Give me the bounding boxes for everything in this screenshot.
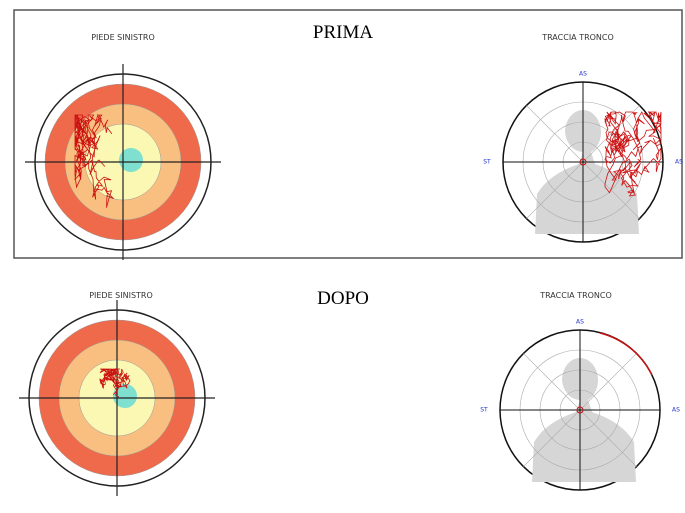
- axis-label: AS: [672, 407, 680, 414]
- axis-label: AS: [579, 71, 587, 78]
- sway-trace: [99, 368, 131, 398]
- chart-title: PIEDE SINISTRO: [91, 33, 155, 42]
- origin: [579, 158, 587, 166]
- trunk-trace: [604, 110, 662, 197]
- chart-title: TRACCIA TRONCO: [539, 291, 612, 300]
- body-silhouette: [532, 357, 636, 482]
- center-zone: [119, 148, 143, 172]
- sway-trace: [74, 113, 114, 208]
- center-zone: [113, 384, 137, 408]
- trunk-trace: [599, 332, 653, 376]
- axis-label: AS: [576, 319, 584, 326]
- origin: [576, 406, 584, 414]
- body-silhouette: [535, 110, 639, 234]
- top-frame: [13, 9, 683, 259]
- chart-title: TRACCIA TRONCO: [541, 33, 614, 42]
- section-label: DOPO: [317, 288, 369, 309]
- section-label: PRIMA: [313, 22, 373, 43]
- axis-label: ST: [480, 407, 488, 414]
- chart-title: PIEDE SINISTRO: [89, 291, 153, 300]
- axis-label: AS: [675, 159, 683, 166]
- axis-label: ST: [483, 159, 491, 166]
